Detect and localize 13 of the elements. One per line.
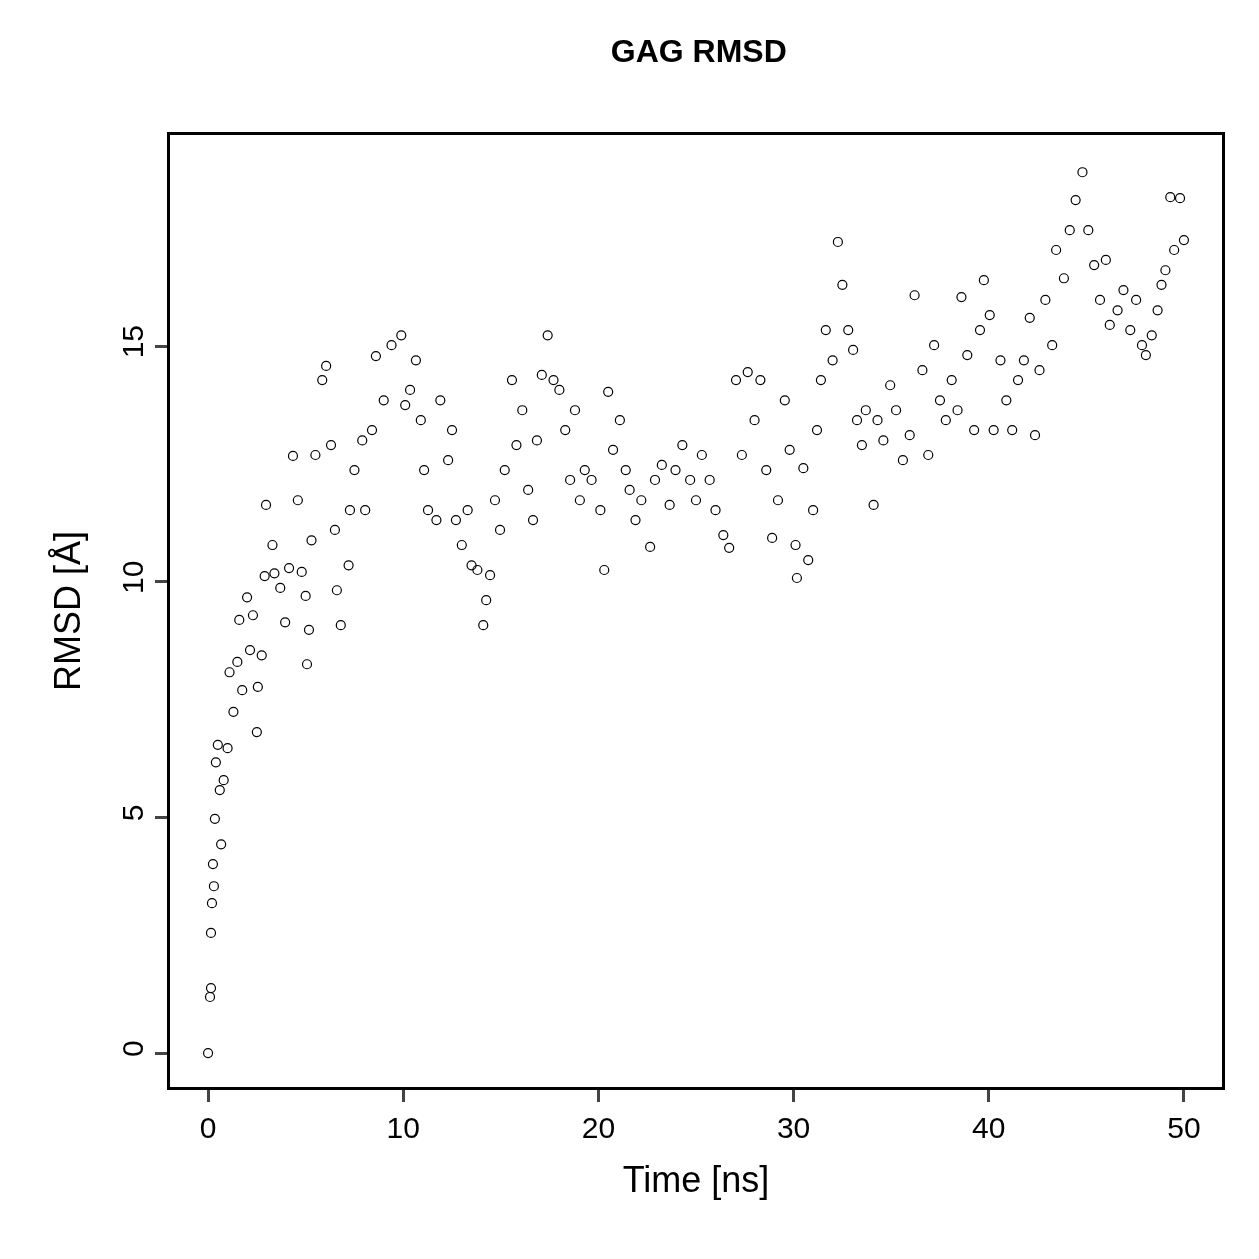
- y-tick-label: 0: [116, 1040, 150, 1057]
- x-tick-label: 0: [199, 1110, 217, 1144]
- x-tick-label: 40: [972, 1110, 1006, 1144]
- x-tick-label: 50: [1167, 1110, 1201, 1144]
- y-tick-label: 10: [116, 560, 150, 594]
- chart-title: GAG RMSD: [610, 32, 787, 69]
- x-tick-label: 10: [386, 1110, 420, 1144]
- x-tick-label: 20: [581, 1110, 616, 1144]
- y-axis-title: RMSD [Å]: [47, 530, 89, 692]
- x-axis-title: Time [ns]: [622, 1159, 770, 1201]
- y-tick-label: 15: [116, 324, 150, 359]
- x-tick-label: 30: [776, 1110, 811, 1144]
- y-tick-label: 5: [116, 804, 150, 822]
